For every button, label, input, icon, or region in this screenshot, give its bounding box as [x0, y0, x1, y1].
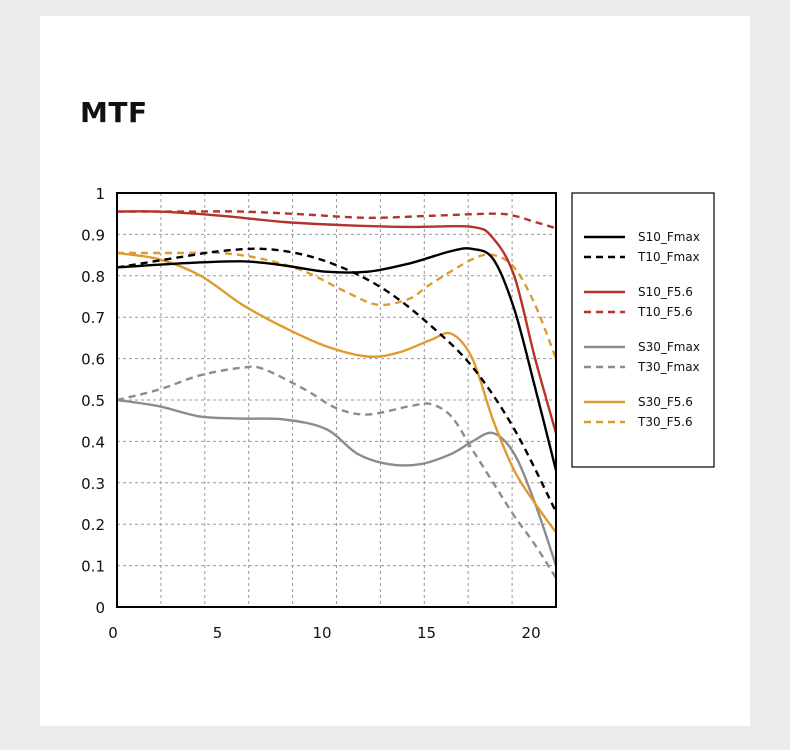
legend-label: S30_F5.6	[638, 395, 693, 409]
series-group	[116, 210, 558, 579]
y-axis-ticks: 0 0.1 0.2 0.3 0.4 0.5 0.6 0.7 0.8 0.9 1	[81, 185, 105, 617]
plot-frame	[116, 192, 557, 608]
series-line-t30-f5-6	[117, 251, 558, 360]
x-axis-ticks: 0 5 10 15 20	[108, 624, 540, 642]
y-tick-label: 0.4	[81, 433, 105, 451]
y-tick-label: 0.7	[81, 309, 105, 327]
series-line-s30-f5-6	[116, 251, 557, 534]
x-tick-label: 0	[108, 624, 118, 642]
x-tick-label: 5	[213, 624, 223, 642]
y-tick-label: 0.8	[81, 268, 105, 286]
y-tick-label: 0.2	[81, 516, 105, 534]
x-tick-label: 10	[313, 624, 332, 642]
grid	[117, 193, 556, 607]
series-line-t10-f5-6	[117, 210, 557, 230]
legend-label: S10_Fmax	[638, 230, 700, 244]
x-tick-label: 20	[522, 624, 541, 642]
y-tick-label: 0.1	[81, 558, 105, 576]
legend-label: T30_F5.6	[637, 415, 693, 429]
x-tick-label: 15	[417, 624, 436, 642]
legend-label: S30_Fmax	[638, 340, 700, 354]
legend-frame	[571, 192, 715, 468]
legend: S10_Fmax T10_Fmax S10_F5.6 T10_F5.6 S30_Fmax…	[571, 192, 715, 468]
y-tick-label: 0.5	[81, 392, 105, 410]
y-tick-label: 1	[95, 185, 105, 203]
legend-label: T10_Fmax	[637, 250, 700, 264]
series-line-t10-fmax	[116, 247, 558, 513]
legend-label: T30_Fmax	[637, 360, 700, 374]
series-line-s30-fmax	[116, 398, 558, 566]
legend-label: S10_F5.6	[638, 285, 693, 299]
series-line-t30-fmax	[116, 365, 558, 579]
y-tick-label: 0.9	[81, 226, 105, 244]
y-tick-label: 0.6	[81, 351, 105, 369]
series-line-s10-f5-6	[116, 210, 558, 434]
legend-label: T10_F5.6	[637, 305, 693, 319]
y-tick-label: 0	[95, 599, 105, 617]
y-tick-label: 0.3	[81, 475, 105, 493]
series-line-s10-fmax	[116, 247, 558, 471]
chart-title: MTF	[80, 96, 148, 129]
